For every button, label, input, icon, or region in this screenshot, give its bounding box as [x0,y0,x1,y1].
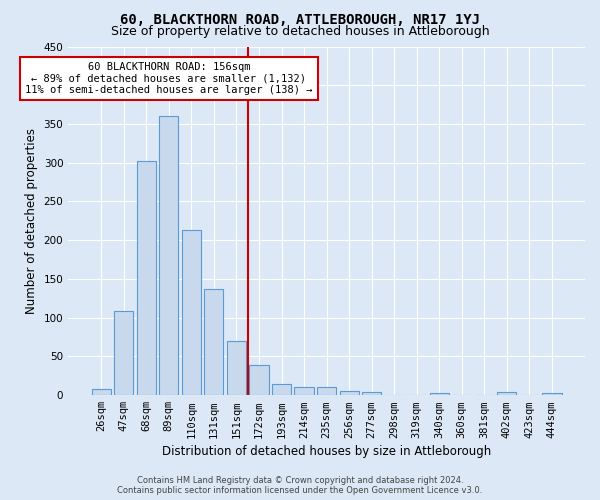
Bar [250,365,269,395]
Bar [497,392,517,395]
X-axis label: Distribution of detached houses by size in Attleborough: Distribution of detached houses by size … [162,444,491,458]
Bar [430,393,449,395]
Text: 60, BLACKTHORN ROAD, ATTLEBOROUGH, NR17 1YJ: 60, BLACKTHORN ROAD, ATTLEBOROUGH, NR17 … [120,12,480,26]
Bar [205,289,223,395]
Bar [114,310,133,395]
Bar [182,230,201,395]
Bar [295,386,314,395]
Bar [159,116,178,395]
Text: Size of property relative to detached houses in Attleborough: Size of property relative to detached ho… [110,25,490,38]
Bar [340,390,359,395]
Bar [92,389,111,395]
Bar [317,388,336,395]
Bar [542,393,562,395]
Text: 60 BLACKTHORN ROAD: 156sqm
← 89% of detached houses are smaller (1,132)
11% of s: 60 BLACKTHORN ROAD: 156sqm ← 89% of deta… [25,62,313,95]
Bar [227,341,246,395]
Y-axis label: Number of detached properties: Number of detached properties [25,128,38,314]
Bar [137,161,156,395]
Bar [272,384,291,395]
Bar [362,392,381,395]
Text: Contains HM Land Registry data © Crown copyright and database right 2024.
Contai: Contains HM Land Registry data © Crown c… [118,476,482,495]
